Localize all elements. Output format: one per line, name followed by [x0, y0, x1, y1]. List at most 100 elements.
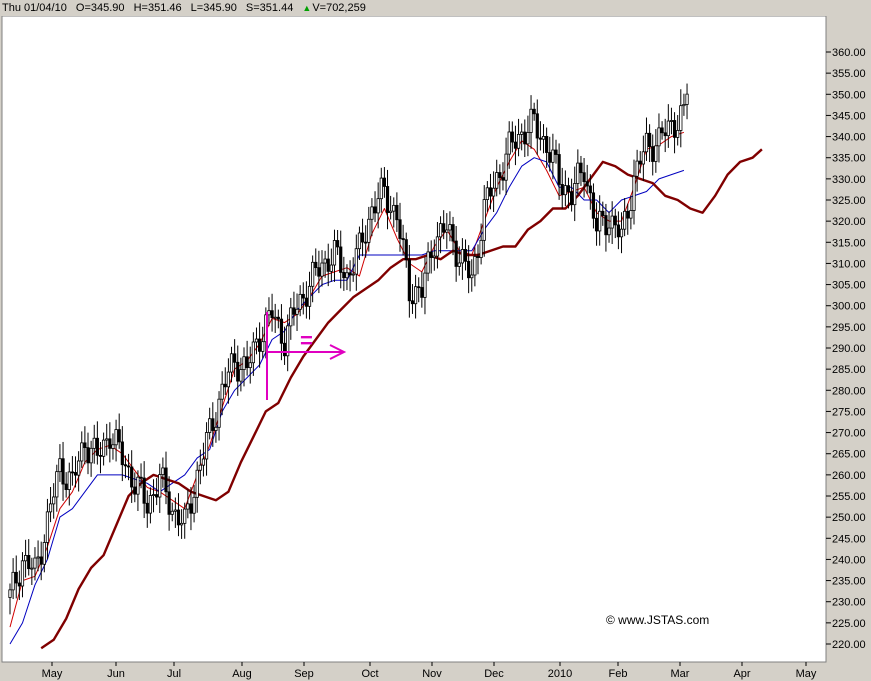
- price-bar-body: [354, 248, 358, 275]
- plot-area: [1, 16, 827, 663]
- price-chart[interactable]: 360.00 355.00 350.00 345.00 340.00 335.00 330.…: [0, 16, 871, 681]
- price-bar-body: [563, 185, 567, 196]
- x-tick-label: May: [42, 668, 63, 680]
- price-bar-body: [601, 210, 605, 216]
- y-tick-label: 290.00: [832, 343, 866, 355]
- price-bar-body: [554, 149, 558, 155]
- price-bar-body: [635, 160, 639, 177]
- header-volume: V=702,259: [312, 2, 366, 14]
- price-bar-body: [398, 219, 402, 239]
- price-bar-body: [638, 160, 642, 165]
- price-bar-body: [451, 224, 455, 242]
- y-tick-label: 280.00: [832, 385, 866, 397]
- y-tick-label: 255.00: [832, 491, 866, 503]
- price-bar-body: [576, 162, 580, 184]
- annotation-arrow-icon: [329, 344, 347, 360]
- price-bar-body: [657, 127, 661, 147]
- price-bar-body: [454, 240, 458, 267]
- price-bar-body: [491, 187, 496, 197]
- price-bar-body: [367, 218, 371, 243]
- price-bar-body: [613, 215, 617, 226]
- y-tick-label: 360.00: [832, 47, 866, 59]
- price-bar-body: [654, 145, 658, 162]
- price-bar-body: [307, 285, 312, 307]
- x-tick-label: Jun: [107, 668, 125, 680]
- price-bar-body: [239, 369, 243, 382]
- x-tick-label: Oct: [361, 668, 378, 680]
- price-bar-body: [535, 113, 539, 139]
- price-bar-body: [623, 210, 627, 230]
- price-bar-body: [529, 108, 533, 133]
- price-bar-body: [95, 437, 99, 456]
- price-bar-body: [370, 206, 374, 220]
- price-bar-body: [410, 300, 415, 305]
- y-tick-label: 330.00: [832, 174, 866, 186]
- price-bar-body: [117, 429, 121, 443]
- price-bar-body: [214, 426, 218, 431]
- price-bar-body: [651, 146, 655, 162]
- x-tick-label: Jul: [167, 668, 181, 680]
- y-tick-label: 355.00: [832, 68, 866, 80]
- price-bar-body: [295, 308, 299, 315]
- price-bar-body: [523, 131, 527, 145]
- price-bar-body: [130, 466, 134, 488]
- price-bars: [8, 83, 689, 615]
- price-bar-body: [145, 502, 149, 514]
- price-bar-body: [317, 267, 321, 277]
- header-high: H=351.46: [133, 2, 182, 14]
- price-bar-body: [67, 471, 71, 490]
- price-bar-body: [504, 153, 508, 181]
- price-bar-body: [220, 383, 224, 400]
- price-bar-body: [672, 120, 677, 138]
- price-bar-body: [204, 432, 209, 460]
- price-bar-body: [27, 555, 31, 570]
- watermark: © www.JSTAS.com: [606, 613, 709, 627]
- y-tick-label: 265.00: [832, 449, 866, 461]
- y-tick-label: 240.00: [832, 554, 866, 566]
- price-bar-body: [33, 557, 37, 569]
- price-bar-body: [14, 571, 18, 584]
- price-bar-body: [644, 132, 649, 153]
- price-bar-body: [420, 287, 424, 298]
- price-bar-body: [261, 341, 265, 352]
- price-bar-body: [566, 185, 571, 193]
- price-bar-body: [139, 476, 143, 479]
- price-bar-body: [498, 172, 502, 178]
- x-tick-label: Aug: [232, 668, 252, 680]
- price-bar-body: [467, 260, 471, 279]
- price-bar-body: [541, 136, 546, 140]
- price-bar-body: [329, 264, 333, 272]
- price-bar-body: [432, 255, 436, 258]
- y-tick-label: 245.00: [832, 533, 866, 545]
- price-bar-body: [155, 494, 159, 498]
- price-bar-body: [579, 162, 583, 174]
- price-bar-body: [516, 134, 521, 149]
- price-bar-body: [495, 172, 499, 189]
- price-bar-body: [314, 261, 318, 269]
- price-bar-body: [226, 371, 230, 388]
- price-bar-body: [289, 307, 293, 327]
- price-bar-body: [73, 472, 78, 476]
- price-bar-body: [320, 262, 324, 277]
- price-bar-body: [488, 187, 493, 197]
- price-bar-body: [292, 307, 296, 315]
- price-bar-body: [532, 108, 536, 115]
- price-bar-body: [594, 217, 599, 232]
- price-bar-body: [248, 362, 252, 369]
- price-bar-body: [457, 262, 461, 267]
- price-bar-body: [120, 441, 124, 466]
- projection-annotation: =: [266, 312, 347, 400]
- x-tick-label: Mar: [671, 668, 690, 680]
- price-bar-body: [52, 496, 56, 505]
- price-bar-body: [616, 224, 621, 238]
- y-tick-label: 230.00: [832, 597, 866, 609]
- y-tick-label: 345.00: [832, 110, 866, 122]
- price-bar-body: [676, 130, 680, 138]
- price-bar-body: [254, 338, 259, 343]
- price-bar-body: [286, 325, 290, 357]
- price-bar-body: [364, 241, 368, 244]
- price-bar-body: [64, 483, 68, 490]
- price-bar-body: [376, 198, 380, 214]
- price-bar-body: [339, 246, 343, 273]
- price-bar-body: [591, 192, 596, 219]
